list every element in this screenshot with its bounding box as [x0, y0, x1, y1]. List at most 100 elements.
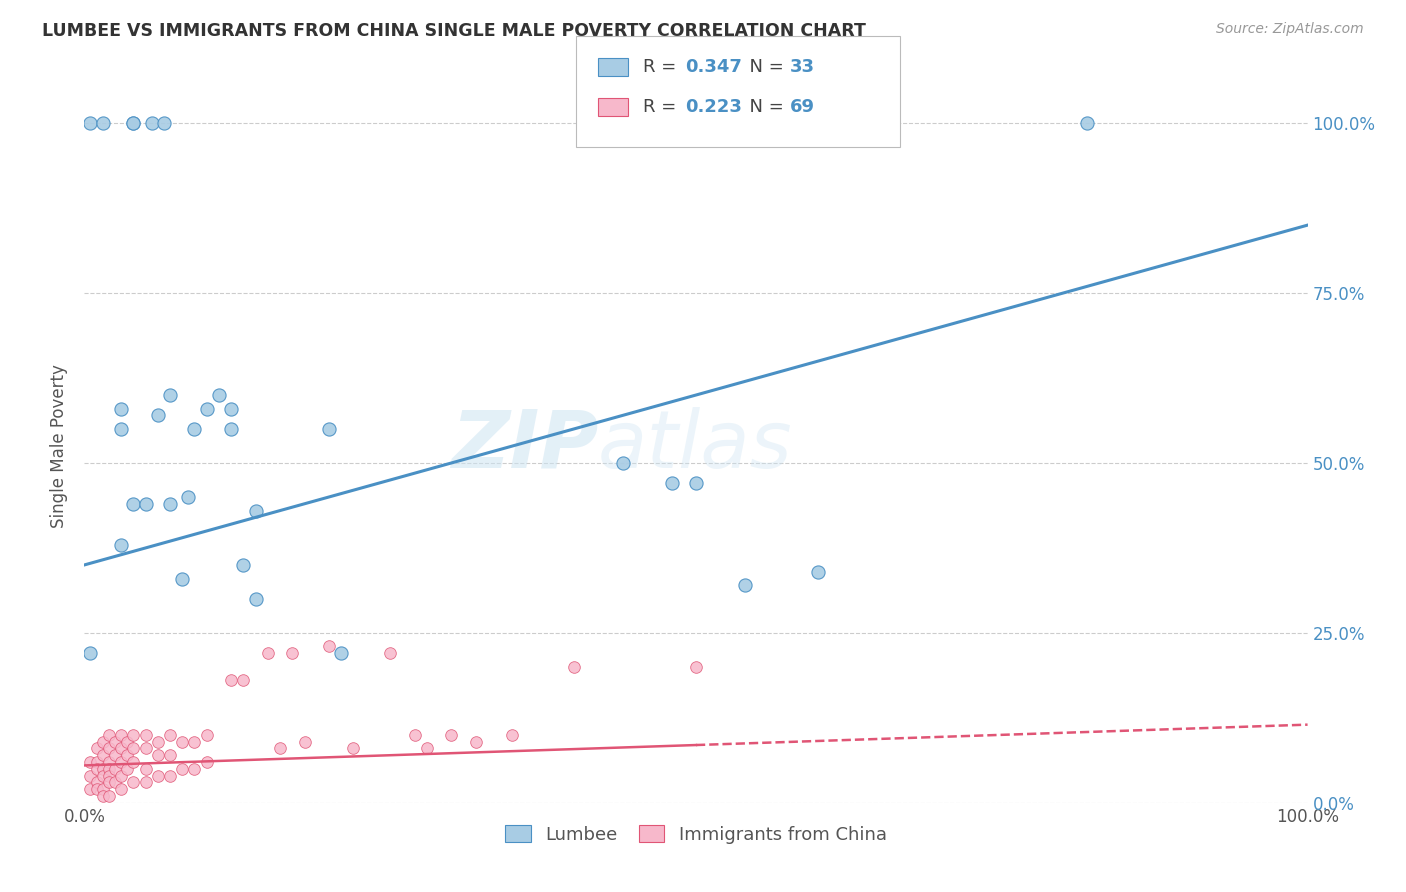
Point — [562, 660, 585, 674]
Text: N =: N = — [738, 58, 790, 76]
Point — [172, 734, 194, 748]
Point — [86, 755, 108, 769]
Point — [195, 755, 218, 769]
Point — [135, 497, 157, 511]
Point — [91, 116, 114, 130]
Point — [318, 422, 340, 436]
Point — [79, 646, 101, 660]
Y-axis label: Single Male Poverty: Single Male Poverty — [51, 364, 69, 528]
Point — [91, 789, 114, 803]
Point — [97, 755, 120, 769]
Text: 0.347: 0.347 — [685, 58, 741, 76]
Point — [79, 116, 101, 130]
Point — [79, 782, 101, 797]
Point — [183, 734, 205, 748]
Point — [135, 728, 157, 742]
Point — [294, 734, 316, 748]
Point — [146, 748, 169, 763]
Point — [115, 734, 138, 748]
Text: N =: N = — [738, 98, 790, 116]
Point — [91, 734, 114, 748]
Point — [232, 673, 254, 688]
Point — [685, 660, 707, 674]
Point — [86, 782, 108, 797]
Point — [86, 775, 108, 789]
Point — [97, 741, 120, 756]
Point — [159, 497, 181, 511]
Point — [97, 775, 120, 789]
Point — [97, 762, 120, 776]
Point — [257, 646, 280, 660]
Point — [464, 734, 486, 748]
Text: 33: 33 — [790, 58, 815, 76]
Point — [734, 578, 756, 592]
Point — [86, 741, 108, 756]
Point — [91, 748, 114, 763]
Point — [79, 769, 101, 783]
Point — [159, 728, 181, 742]
Point — [122, 775, 145, 789]
Point — [110, 741, 132, 756]
Point — [104, 775, 127, 789]
Point — [110, 782, 132, 797]
Point — [122, 116, 145, 130]
Point — [135, 775, 157, 789]
Point — [135, 741, 157, 756]
Text: 69: 69 — [790, 98, 815, 116]
Point — [104, 748, 127, 763]
Point — [807, 565, 830, 579]
Point — [122, 755, 145, 769]
Point — [86, 762, 108, 776]
Legend: Lumbee, Immigrants from China: Lumbee, Immigrants from China — [498, 818, 894, 851]
Point — [172, 572, 194, 586]
Point — [404, 728, 426, 742]
Point — [208, 388, 231, 402]
Point — [183, 762, 205, 776]
Point — [380, 646, 402, 660]
Point — [219, 673, 242, 688]
Point — [146, 734, 169, 748]
Text: R =: R = — [643, 98, 682, 116]
Point — [110, 769, 132, 783]
Point — [183, 422, 205, 436]
Point — [245, 591, 267, 606]
Point — [416, 741, 439, 756]
Point — [110, 401, 132, 416]
Point — [195, 401, 218, 416]
Point — [104, 734, 127, 748]
Point — [159, 769, 181, 783]
Point — [1076, 116, 1098, 130]
Point — [115, 748, 138, 763]
Point — [318, 640, 340, 654]
Point — [91, 762, 114, 776]
Text: LUMBEE VS IMMIGRANTS FROM CHINA SINGLE MALE POVERTY CORRELATION CHART: LUMBEE VS IMMIGRANTS FROM CHINA SINGLE M… — [42, 22, 866, 40]
Point — [219, 422, 242, 436]
Point — [110, 422, 132, 436]
Point — [135, 762, 157, 776]
Point — [219, 401, 242, 416]
Point — [122, 728, 145, 742]
Point — [146, 409, 169, 423]
Point — [440, 728, 463, 742]
Point — [122, 741, 145, 756]
Text: Source: ZipAtlas.com: Source: ZipAtlas.com — [1216, 22, 1364, 37]
Point — [330, 646, 353, 660]
Point — [159, 748, 181, 763]
Point — [685, 476, 707, 491]
Point — [104, 762, 127, 776]
Point — [141, 116, 163, 130]
Point — [115, 762, 138, 776]
Point — [172, 762, 194, 776]
Point — [232, 558, 254, 572]
Text: ZIP: ZIP — [451, 407, 598, 485]
Point — [502, 728, 524, 742]
Point — [342, 741, 364, 756]
Point — [245, 503, 267, 517]
Point — [97, 728, 120, 742]
Point — [110, 755, 132, 769]
Point — [110, 728, 132, 742]
Point — [612, 456, 634, 470]
Text: R =: R = — [643, 58, 682, 76]
Point — [146, 769, 169, 783]
Point — [79, 755, 101, 769]
